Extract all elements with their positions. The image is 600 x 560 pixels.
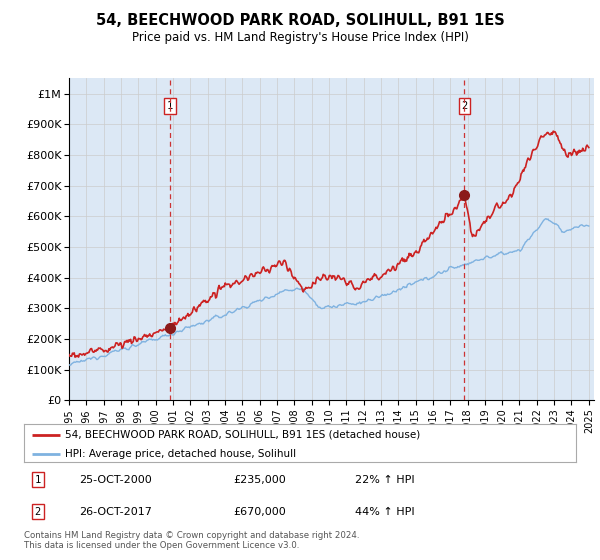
Text: 54, BEECHWOOD PARK ROAD, SOLIHULL, B91 1ES: 54, BEECHWOOD PARK ROAD, SOLIHULL, B91 1… — [95, 13, 505, 29]
Text: 26-OCT-2017: 26-OCT-2017 — [79, 507, 152, 517]
Text: HPI: Average price, detached house, Solihull: HPI: Average price, detached house, Soli… — [65, 449, 296, 459]
Text: Contains HM Land Registry data © Crown copyright and database right 2024.
This d: Contains HM Land Registry data © Crown c… — [24, 531, 359, 550]
Text: 2: 2 — [35, 507, 41, 517]
Text: £670,000: £670,000 — [234, 507, 287, 517]
Text: 44% ↑ HPI: 44% ↑ HPI — [355, 507, 415, 517]
Text: £235,000: £235,000 — [234, 475, 287, 484]
Text: 2: 2 — [461, 101, 467, 111]
Text: 1: 1 — [167, 101, 173, 111]
Text: 22% ↑ HPI: 22% ↑ HPI — [355, 475, 415, 484]
Text: 54, BEECHWOOD PARK ROAD, SOLIHULL, B91 1ES (detached house): 54, BEECHWOOD PARK ROAD, SOLIHULL, B91 1… — [65, 430, 421, 440]
Text: Price paid vs. HM Land Registry's House Price Index (HPI): Price paid vs. HM Land Registry's House … — [131, 31, 469, 44]
Text: 1: 1 — [35, 475, 41, 484]
Text: 25-OCT-2000: 25-OCT-2000 — [79, 475, 152, 484]
